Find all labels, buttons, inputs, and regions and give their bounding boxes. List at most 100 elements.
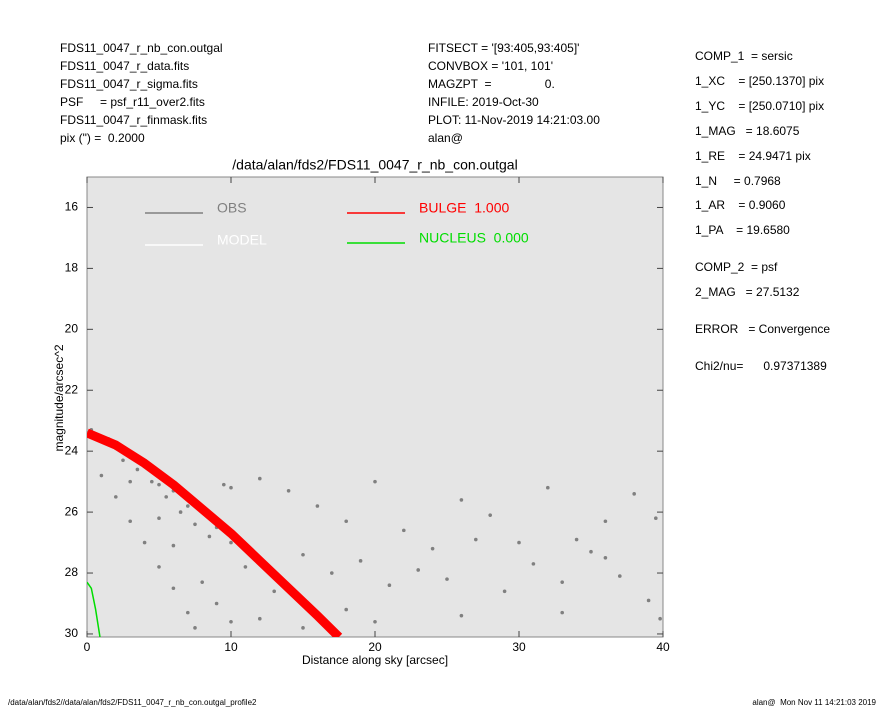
legend-label: NUCLEUS 0.000 (419, 230, 529, 246)
obs-point (186, 610, 190, 615)
header-middle-line: INFILE: 2019-Oct-30 (428, 95, 539, 109)
header-right-line: 1_MAG = 18.6075 (695, 124, 800, 138)
header-left-line: FDS11_0047_r_nb_con.outgal (60, 41, 223, 55)
obs-point (171, 543, 176, 548)
obs-point (654, 516, 658, 520)
y-tick-label: 26 (65, 504, 79, 518)
obs-point (186, 504, 190, 508)
obs-point (344, 607, 349, 612)
header-left-line: FDS11_0047_r_sigma.fits (60, 77, 198, 91)
obs-point (157, 516, 161, 520)
header-right-line: Chi2/nu= 0.97371389 (695, 359, 827, 373)
obs-point (150, 479, 154, 484)
footer-left: /data/alan/fds2//data/alan/fds2/FDS11_00… (8, 698, 257, 707)
obs-point (229, 619, 233, 624)
y-tick-label: 20 (65, 321, 79, 335)
obs-point (258, 616, 262, 621)
obs-point (459, 498, 464, 502)
obs-point (258, 476, 262, 481)
header-middle-line: PLOT: 11-Nov-2019 14:21:03.00 (428, 113, 600, 127)
y-tick-label: 16 (65, 200, 79, 214)
obs-point (402, 528, 406, 533)
obs-point (121, 458, 125, 463)
obs-point (603, 555, 608, 560)
obs-point (632, 492, 636, 496)
obs-point (164, 495, 168, 499)
obs-point (546, 485, 550, 490)
obs-point (517, 540, 521, 545)
obs-point (128, 519, 132, 524)
obs-point (430, 546, 435, 551)
obs-point (301, 626, 305, 630)
obs-point (229, 485, 233, 490)
obs-point (272, 589, 277, 594)
header-right-line: 1_YC = [250.0710] pix (695, 99, 824, 113)
obs-point (560, 610, 564, 615)
obs-point (214, 601, 219, 606)
header-middle-line: alan@ (428, 131, 463, 145)
obs-point (128, 479, 132, 484)
obs-point (114, 495, 118, 499)
header-right-line: ERROR = Convergence (695, 322, 830, 336)
obs-point (618, 574, 622, 578)
obs-point (646, 598, 651, 603)
obs-point (459, 613, 464, 618)
obs-point (193, 522, 197, 527)
obs-point (222, 482, 226, 487)
header-right-line: COMP_1 = sersic (695, 49, 793, 63)
obs-point (358, 559, 363, 563)
header-middle-line: FITSECT = '[93:405,93:405]' (428, 41, 579, 55)
chart-title: /data/alan/fds2/FDS11_0047_r_nb_con.outg… (232, 157, 517, 173)
profile-line (87, 581, 101, 637)
obs-point (589, 549, 593, 554)
x-axis-label: Distance along sky [arcsec] (302, 653, 448, 667)
header-right-line: COMP_2 = psf (695, 260, 778, 274)
obs-point (330, 571, 334, 575)
obs-point (531, 562, 536, 566)
obs-point (142, 540, 147, 545)
footer-right: alan@ Mon Nov 11 14:21:03 2019 (752, 698, 876, 707)
y-tick-label: 18 (65, 261, 79, 275)
header-middle-line: CONVBOX = '101, 101' (428, 59, 553, 73)
y-tick-label: 28 (65, 565, 79, 579)
header-right-line: 1_AR = 0.9060 (695, 198, 786, 212)
profile-line (87, 428, 343, 637)
y-tick-label: 24 (65, 443, 79, 457)
obs-point (193, 626, 197, 630)
obs-point (474, 537, 478, 542)
legend-label: OBS (217, 200, 247, 216)
obs-point (157, 565, 161, 569)
x-tick-label: 30 (512, 640, 526, 654)
header-left-line: FDS11_0047_r_finmask.fits (60, 113, 207, 127)
obs-point (157, 482, 161, 487)
obs-point (416, 568, 421, 572)
y-tick-label: 30 (65, 626, 79, 640)
x-tick-label: 20 (368, 640, 382, 654)
y-axis-label: magnitude/arcsec^2 (52, 344, 66, 451)
obs-point (229, 540, 233, 545)
header-right-line: 1_PA = 19.6580 (695, 223, 790, 237)
obs-point (315, 504, 320, 508)
obs-point (301, 552, 305, 557)
obs-point (560, 580, 564, 584)
obs-point (135, 467, 140, 472)
x-tick-label: 0 (84, 640, 91, 654)
header-left-line: PSF = psf_r11_over2.fits (60, 95, 205, 109)
obs-point (286, 488, 291, 493)
obs-point (171, 586, 176, 591)
header-left-line: pix (") = 0.2000 (60, 131, 145, 145)
plot-area (86, 176, 664, 638)
header-right-line: 1_N = 0.7968 (695, 174, 781, 188)
obs-point (99, 473, 104, 478)
obs-point (178, 510, 183, 514)
obs-point (200, 580, 204, 584)
header-middle-line: MAGZPT = 0. (428, 77, 555, 91)
x-tick-label: 40 (656, 640, 670, 654)
obs-point (387, 583, 392, 588)
obs-point (373, 619, 377, 624)
obs-point (445, 577, 449, 581)
obs-point (344, 519, 349, 524)
obs-point (502, 589, 507, 594)
